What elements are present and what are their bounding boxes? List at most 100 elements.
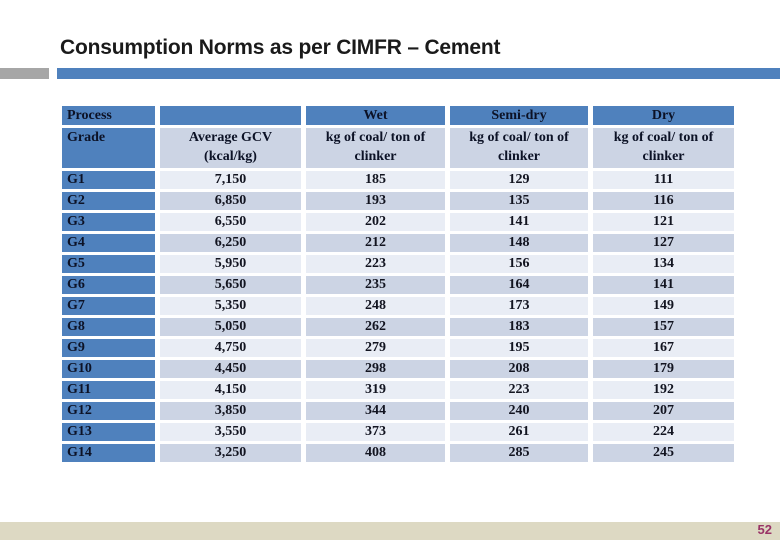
- semidry-cell: 156: [450, 255, 588, 273]
- gcv-cell: 5,650: [160, 276, 301, 294]
- header-dry-unit: kg of coal/ ton of clinker: [593, 128, 734, 168]
- table-body: G1 7,150 185 129 111 G2 6,850 193 135 116 G3 6,550 2…: [62, 171, 734, 462]
- grade-cell: G3: [62, 213, 155, 231]
- grade-cell: G9: [62, 339, 155, 357]
- grade-cell: G7: [62, 297, 155, 315]
- dry-cell: 149: [593, 297, 734, 315]
- header-grade: Grade: [62, 128, 155, 168]
- grade-cell: G1: [62, 171, 155, 189]
- semidry-cell: 135: [450, 192, 588, 210]
- grade-cell: G13: [62, 423, 155, 441]
- semidry-cell: 148: [450, 234, 588, 252]
- dry-cell: 111: [593, 171, 734, 189]
- header-wet-unit-line2: clinker: [354, 149, 397, 164]
- gcv-cell: 5,950: [160, 255, 301, 273]
- header-avg-gcv: Average GCV (kcal/kg): [160, 128, 301, 168]
- wet-cell: 185: [306, 171, 445, 189]
- table-row: G8 5,050 262 183 157: [62, 318, 734, 336]
- dry-cell: 245: [593, 444, 734, 462]
- header-gcv-spacer: [160, 106, 301, 125]
- grade-cell: G10: [62, 360, 155, 378]
- grade-cell: G14: [62, 444, 155, 462]
- table-row: G10 4,450 298 208 179: [62, 360, 734, 378]
- dry-cell: 224: [593, 423, 734, 441]
- table-row: G11 4,150 319 223 192: [62, 381, 734, 399]
- dry-cell: 121: [593, 213, 734, 231]
- wet-cell: 279: [306, 339, 445, 357]
- header-dry: Dry: [593, 106, 734, 125]
- gcv-cell: 6,250: [160, 234, 301, 252]
- table-row: G12 3,850 344 240 207: [62, 402, 734, 420]
- header-wet: Wet: [306, 106, 445, 125]
- semidry-cell: 141: [450, 213, 588, 231]
- semidry-cell: 173: [450, 297, 588, 315]
- wet-cell: 223: [306, 255, 445, 273]
- header-semidry: Semi-dry: [450, 106, 588, 125]
- wet-cell: 319: [306, 381, 445, 399]
- gcv-cell: 4,150: [160, 381, 301, 399]
- table-row: G9 4,750 279 195 167: [62, 339, 734, 357]
- dry-cell: 192: [593, 381, 734, 399]
- title-underline-gray-segment: [0, 68, 49, 79]
- semidry-cell: 240: [450, 402, 588, 420]
- gcv-cell: 4,450: [160, 360, 301, 378]
- dry-cell: 157: [593, 318, 734, 336]
- dry-cell: 127: [593, 234, 734, 252]
- dry-cell: 116: [593, 192, 734, 210]
- gcv-cell: 3,250: [160, 444, 301, 462]
- semidry-cell: 195: [450, 339, 588, 357]
- semidry-cell: 208: [450, 360, 588, 378]
- table-header: Process Wet Semi-dry Dry Grade Average G…: [62, 106, 734, 168]
- grade-cell: G6: [62, 276, 155, 294]
- header-process: Process: [62, 106, 155, 125]
- grade-cell: G11: [62, 381, 155, 399]
- dry-cell: 141: [593, 276, 734, 294]
- semidry-cell: 183: [450, 318, 588, 336]
- gcv-cell: 6,550: [160, 213, 301, 231]
- grade-cell: G8: [62, 318, 155, 336]
- wet-cell: 202: [306, 213, 445, 231]
- dry-cell: 207: [593, 402, 734, 420]
- header-wet-unit-line1: kg of coal/ ton of: [325, 130, 426, 145]
- gcv-cell: 3,850: [160, 402, 301, 420]
- consumption-norms-table: Process Wet Semi-dry Dry Grade Average G…: [57, 103, 739, 465]
- gcv-cell: 3,550: [160, 423, 301, 441]
- semidry-cell: 261: [450, 423, 588, 441]
- table-row: G7 5,350 248 173 149: [62, 297, 734, 315]
- gcv-cell: 6,850: [160, 192, 301, 210]
- header-dry-unit-line2: clinker: [642, 149, 685, 164]
- gcv-cell: 7,150: [160, 171, 301, 189]
- header-row-1: Process Wet Semi-dry Dry: [62, 106, 734, 125]
- page-number: 52: [757, 522, 772, 537]
- wet-cell: 235: [306, 276, 445, 294]
- title-underline-blue-bar: [57, 68, 780, 79]
- table-row: G14 3,250 408 285 245: [62, 444, 734, 462]
- semidry-cell: 164: [450, 276, 588, 294]
- table-row: G5 5,950 223 156 134: [62, 255, 734, 273]
- header-avg-gcv-line2: (kcal/kg): [204, 149, 257, 164]
- grade-cell: G2: [62, 192, 155, 210]
- table-row: G3 6,550 202 141 121: [62, 213, 734, 231]
- semidry-cell: 285: [450, 444, 588, 462]
- wet-cell: 408: [306, 444, 445, 462]
- consumption-norms-table-wrap: Process Wet Semi-dry Dry Grade Average G…: [57, 103, 739, 465]
- grade-cell: G4: [62, 234, 155, 252]
- header-semidry-unit: kg of coal/ ton of clinker: [450, 128, 588, 168]
- wet-cell: 248: [306, 297, 445, 315]
- grade-cell: G12: [62, 402, 155, 420]
- dry-cell: 167: [593, 339, 734, 357]
- wet-cell: 212: [306, 234, 445, 252]
- wet-cell: 344: [306, 402, 445, 420]
- header-semidry-unit-line1: kg of coal/ ton of: [469, 130, 569, 145]
- gcv-cell: 5,050: [160, 318, 301, 336]
- wet-cell: 298: [306, 360, 445, 378]
- table-row: G2 6,850 193 135 116: [62, 192, 734, 210]
- gcv-cell: 4,750: [160, 339, 301, 357]
- wet-cell: 373: [306, 423, 445, 441]
- header-avg-gcv-line1: Average GCV: [188, 130, 273, 145]
- header-semidry-unit-line2: clinker: [498, 149, 540, 164]
- dry-cell: 179: [593, 360, 734, 378]
- table-row: G13 3,550 373 261 224: [62, 423, 734, 441]
- semidry-cell: 223: [450, 381, 588, 399]
